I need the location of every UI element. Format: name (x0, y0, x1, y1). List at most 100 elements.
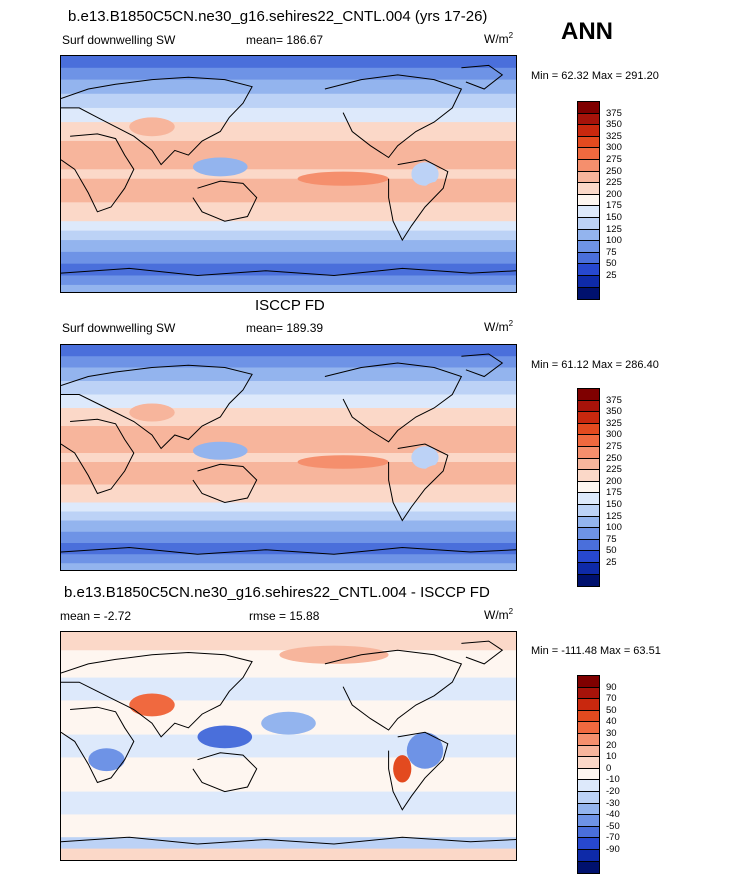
coastline (461, 64, 504, 90)
map-anomaly (393, 755, 412, 783)
colorbar-tick-label: 250 (606, 452, 622, 464)
map-band (61, 734, 516, 758)
colorbar-tick-label: 50 (606, 258, 617, 270)
colorbar-tick-label: 175 (606, 200, 622, 212)
coastline (192, 463, 258, 504)
colorbar-tick-label: 200 (606, 188, 622, 200)
colorbar-box (578, 136, 599, 149)
colorbar-box (578, 458, 599, 471)
coastline (61, 76, 253, 166)
map-band (61, 107, 516, 123)
colorbar-tick-label: 225 (606, 464, 622, 476)
colorbar-tick-label: 40 (606, 716, 617, 728)
colorbar-box (578, 241, 599, 253)
coastline (61, 418, 135, 495)
map-band (61, 426, 516, 454)
map-anomaly (406, 732, 444, 769)
map-anomaly (279, 645, 389, 664)
map-band (61, 554, 516, 564)
colorbar-box (578, 194, 599, 207)
colorbar-tick-label: 30 (606, 728, 617, 739)
colorbar-tick-label: 225 (606, 177, 622, 189)
map-band (61, 240, 516, 253)
map-band (61, 367, 516, 382)
panel3-units: W/m2 (484, 607, 514, 622)
map-band (61, 520, 516, 533)
coastline (461, 353, 504, 378)
map-band (61, 453, 516, 463)
colorbar-box (578, 528, 599, 540)
map-band (61, 531, 516, 544)
map-band (61, 563, 516, 570)
colorbar-tick-label: 50 (606, 545, 617, 557)
coastline (61, 836, 516, 845)
coastline (461, 640, 504, 665)
map-band (61, 837, 516, 850)
colorbar-tick-label: 375 (606, 107, 622, 119)
colorbar-tick-label: 325 (606, 417, 622, 429)
colorbar-box (578, 125, 599, 137)
panel1-variable-label: Surf downwelling SW (62, 33, 176, 47)
panel3-map (60, 631, 517, 861)
coastline (324, 649, 463, 731)
colorbar-box (578, 400, 599, 413)
colorbar-tick-label: 125 (606, 223, 622, 235)
panel3-title: b.e13.B1850C5CN.ne30_g16.sehires22_CNTL.… (64, 584, 490, 601)
panel3-bands (61, 632, 516, 860)
colorbar-tick-label: 350 (606, 406, 622, 418)
coastline (192, 180, 258, 222)
panel2-bands (61, 345, 516, 570)
coastline (61, 706, 135, 784)
panel2-map-svg (61, 345, 516, 570)
panel1-map (60, 55, 517, 293)
coastline (324, 362, 463, 443)
colorbar-box (578, 252, 599, 265)
colorbar-box (578, 539, 599, 552)
map-band (61, 275, 516, 286)
panel2-units: W/m2 (484, 319, 514, 334)
map-band (61, 169, 516, 180)
map-band (61, 677, 516, 701)
map-anomaly (197, 725, 253, 749)
map-band (61, 345, 516, 357)
panel3-blobs (88, 645, 444, 783)
colorbar-box (578, 745, 599, 758)
coastline (61, 267, 516, 277)
colorbar-box (578, 861, 599, 874)
colorbar-box (578, 423, 599, 436)
map-band (61, 511, 516, 521)
map-anomaly (192, 157, 248, 177)
map-band (61, 632, 516, 651)
panel3-coastlines (61, 640, 516, 845)
map-band (61, 93, 516, 109)
map-band (61, 79, 516, 95)
colorbar-box (578, 206, 599, 218)
colorbar-tick-label: 350 (606, 119, 622, 131)
colorbar-tick-label: 90 (606, 681, 617, 693)
colorbar-box (578, 687, 599, 700)
colorbar-box (578, 171, 599, 184)
colorbar-box (578, 710, 599, 723)
panel3-colorbar (577, 675, 600, 874)
colorbar-box (578, 159, 599, 172)
colorbar-box (578, 493, 599, 505)
colorbar-tick-label: 200 (606, 475, 622, 487)
map-band (61, 356, 516, 368)
map-band (61, 848, 516, 860)
map-band (61, 757, 516, 793)
colorbar-box (578, 470, 599, 482)
map-band (61, 408, 516, 427)
colorbar-tick-label: 10 (606, 751, 617, 763)
season-label: ANN (561, 18, 613, 45)
colorbar-box (578, 113, 599, 126)
colorbar-box (578, 826, 599, 839)
colorbar-box (578, 733, 599, 746)
colorbar-box (578, 574, 599, 587)
colorbar-tick-label: -70 (606, 832, 620, 844)
colorbar-tick-label: 275 (606, 154, 622, 165)
colorbar-box (578, 849, 599, 862)
colorbar-box (578, 287, 599, 300)
map-band (61, 122, 516, 142)
colorbar-box (578, 217, 599, 230)
colorbar-tick-label: 125 (606, 510, 622, 522)
